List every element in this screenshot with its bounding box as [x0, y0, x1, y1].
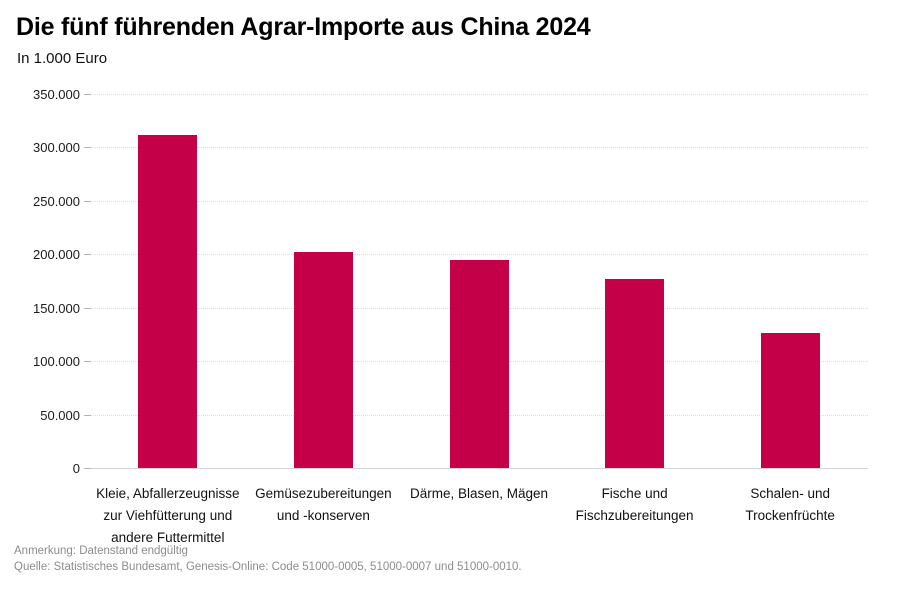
chart-title: Die fünf führenden Agrar-Importe aus Chi…	[16, 13, 591, 41]
y-axis-tick	[84, 94, 91, 95]
x-axis-category-label: Gemüsezubereitungen und -konserven	[255, 486, 392, 523]
gridline	[90, 147, 868, 149]
x-axis-baseline	[90, 468, 868, 469]
gridline	[90, 200, 868, 202]
y-axis-tick-label: 0	[72, 461, 80, 476]
y-axis-tick	[84, 254, 91, 256]
bar-1	[138, 134, 198, 468]
bar-2	[293, 252, 353, 468]
bar-5	[760, 333, 820, 468]
chart-note: Anmerkung: Datenstand endgültig	[14, 545, 188, 557]
y-axis-tick	[84, 147, 91, 149]
x-axis-category-label: Fische und Fischzubereitungen	[575, 486, 694, 523]
chart-footer: Anmerkung: Datenstand endgültig Quelle: …	[14, 543, 522, 575]
y-axis-tick	[84, 414, 91, 416]
gridline	[90, 254, 868, 256]
y-axis-tick-label: 100.000	[33, 354, 80, 370]
y-axis-tick-label: 350.000	[33, 87, 80, 102]
x-axis-category-label: Schalen- und Trockenfrüchte	[745, 486, 835, 523]
x-axis-category-label: Kleie, Abfallerzeugnisse zur Viehfütteru…	[96, 486, 240, 545]
gridline	[90, 94, 868, 95]
bar-3	[449, 259, 509, 468]
y-axis-tick-label: 250.000	[33, 193, 80, 209]
chart-subtitle: In 1.000 Euro	[17, 50, 108, 67]
y-axis-tick	[84, 361, 91, 363]
y-axis-tick-label: 200.000	[33, 247, 80, 263]
chart-source: Quelle: Statistisches Bundesamt, Genesis…	[14, 561, 522, 573]
y-axis-tick-label: 300.000	[33, 140, 80, 156]
y-axis-tick-label: 150.000	[33, 300, 80, 316]
y-axis-tick	[84, 307, 91, 309]
y-axis-tick	[84, 200, 91, 202]
bar-4	[605, 278, 665, 468]
y-axis-tick-label: 50.000	[40, 407, 80, 423]
x-axis-category-label: Därme, Blasen, Mägen	[409, 486, 549, 501]
y-axis-tick	[84, 468, 91, 469]
